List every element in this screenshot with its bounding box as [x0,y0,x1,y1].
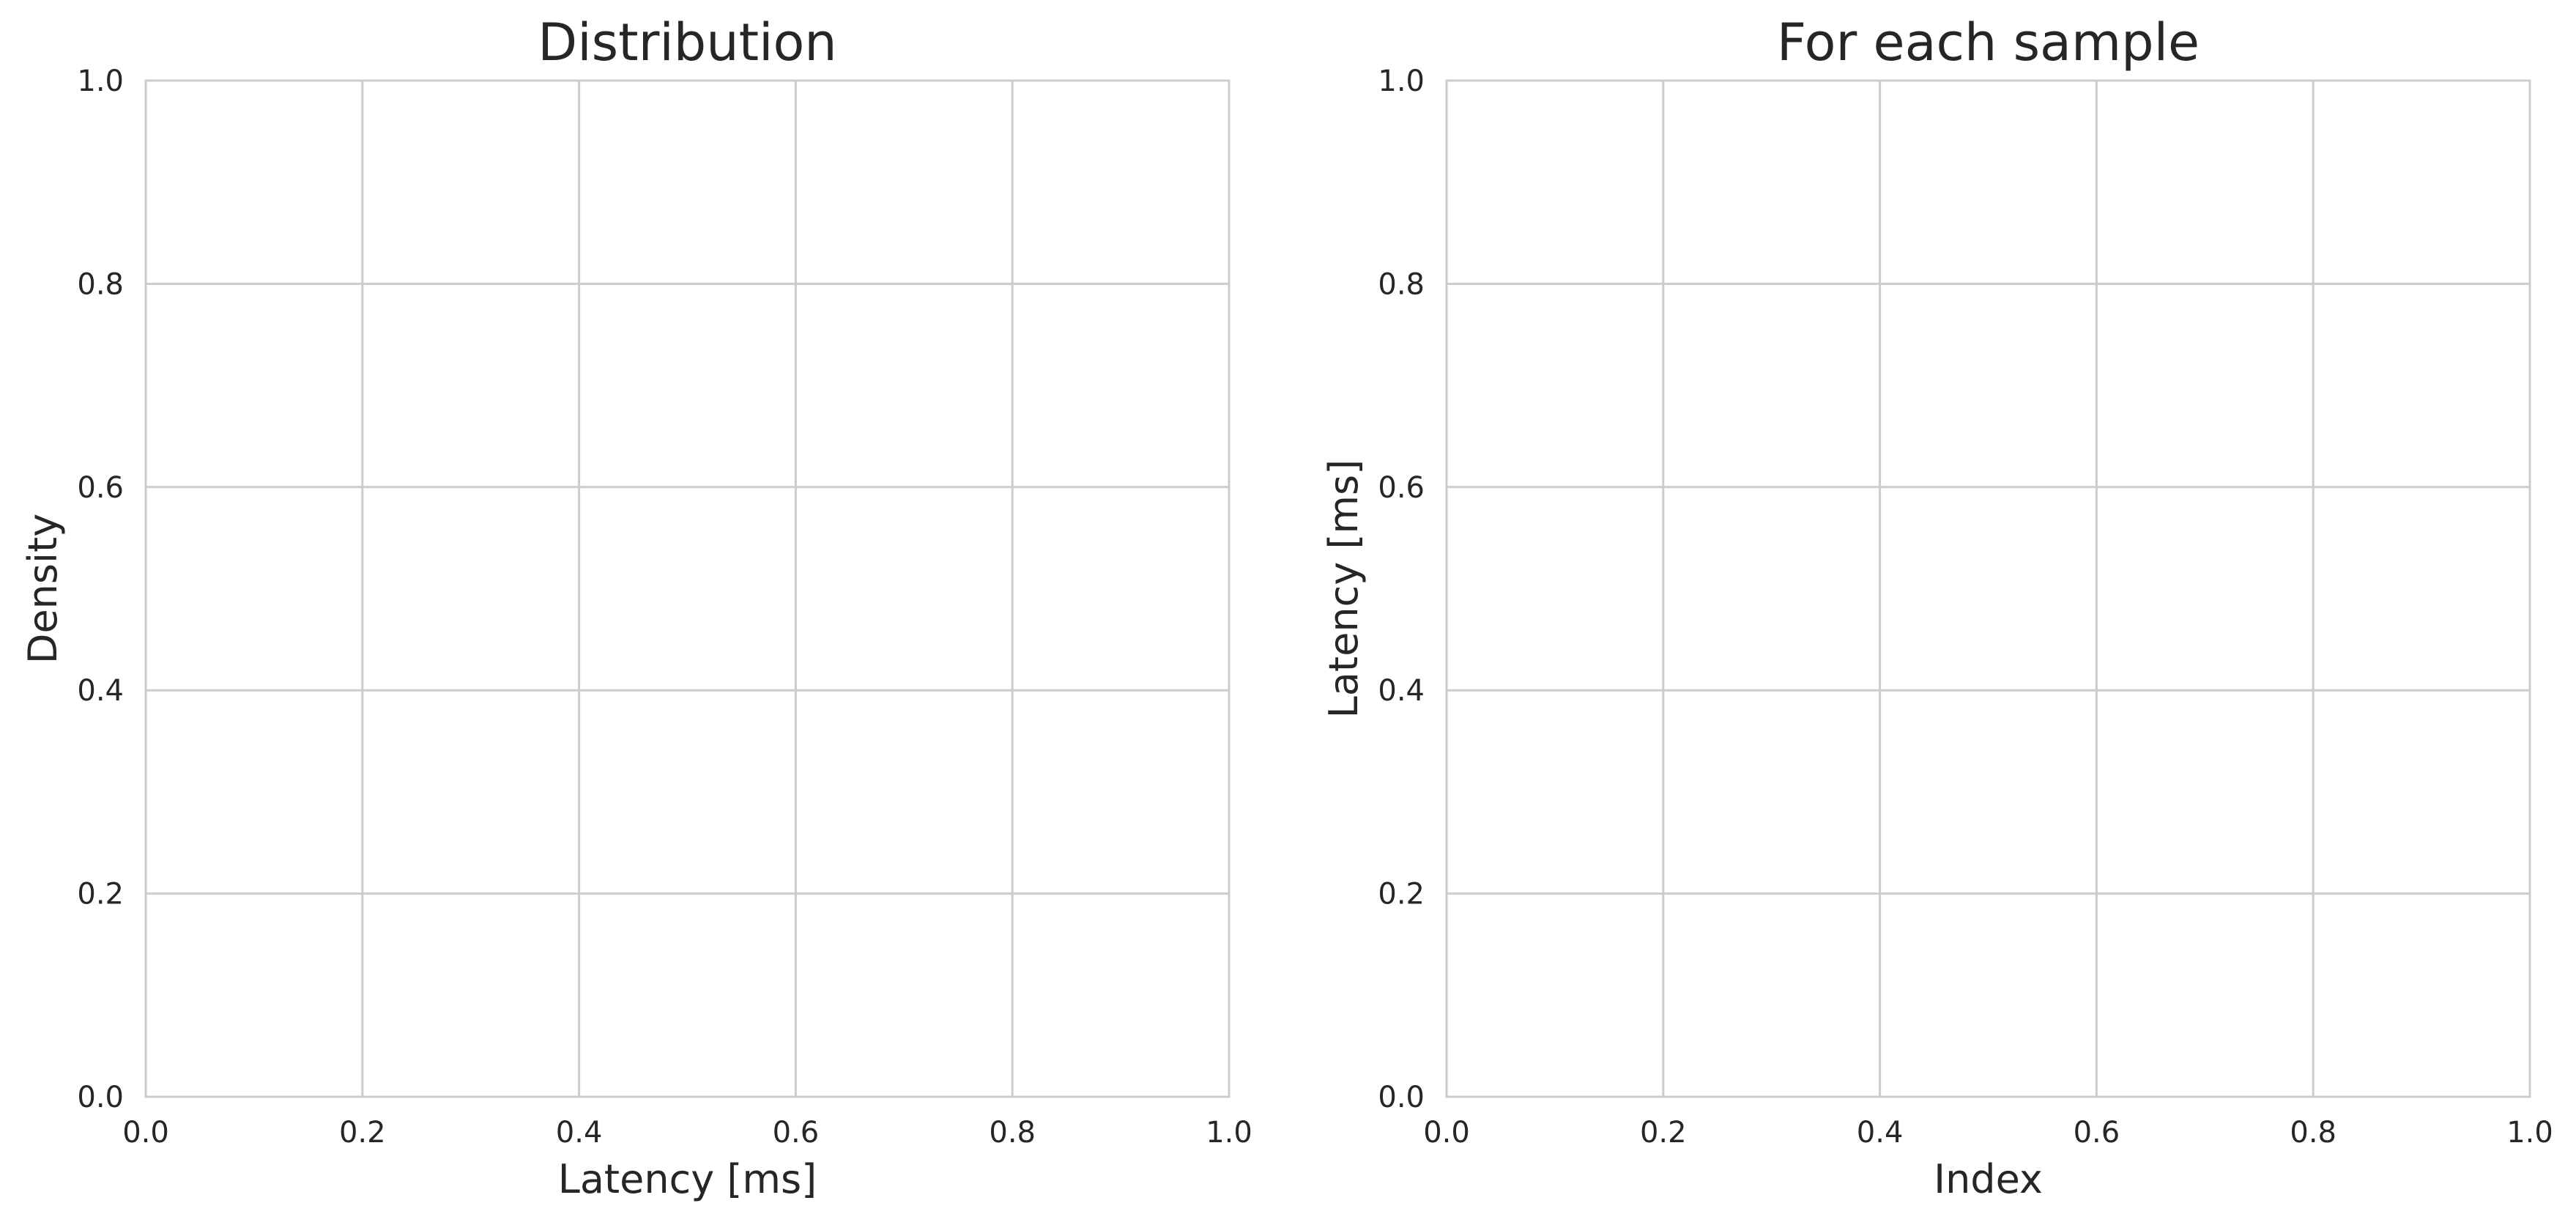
y-tick-label: 0.6 [1378,471,1425,505]
x-tick-label: 0.4 [556,1116,603,1150]
y-tick-label: 0.6 [77,471,124,505]
y-tick-label: 0.0 [77,1081,124,1114]
distribution-panel: 0.0 0.2 0.4 0.6 0.8 1.0 0.0 0.2 0.4 0.6 0.8 1.0 Dist… [20,12,1252,1202]
x-tick-label: 0.6 [773,1116,820,1150]
axes-frame [1445,79,2531,1098]
chart-title: For each sample [1777,12,2200,73]
y-tick-label: 0.8 [1378,267,1425,301]
x-tick-label: 0.0 [122,1116,169,1150]
y-tick-label: 0.8 [77,267,124,301]
x-tick-label: 1.0 [1206,1116,1252,1150]
y-tick-label: 0.2 [77,878,124,911]
x-tick-label: 0.4 [1857,1116,1904,1150]
x-axis-label: Index [1934,1156,2043,1202]
y-tick-label: 0.4 [1378,674,1425,708]
x-tick-label: 1.0 [2506,1116,2553,1150]
y-axis-label: Latency [ms] [1321,459,1367,718]
x-tick-label: 0.2 [1640,1116,1687,1150]
x-tick-label: 0.2 [339,1116,386,1150]
x-tick-label: 0.8 [989,1116,1036,1150]
x-axis-label: Latency [ms] [558,1156,817,1202]
chart-title: Distribution [538,12,836,73]
x-tick-label: 0.0 [1423,1116,1470,1150]
y-tick-label: 1.0 [1378,64,1425,98]
per-sample-panel: 0.0 0.2 0.4 0.6 0.8 1.0 0.0 0.2 0.4 0.6 0.8 1.0 For … [1321,12,2553,1202]
y-tick-label: 0.2 [1378,878,1425,911]
y-axis-label: Density [20,514,66,664]
axes-frame [144,79,1231,1098]
x-tick-label: 0.8 [2290,1116,2336,1150]
y-tick-label: 0.0 [1378,1081,1425,1114]
y-tick-label: 0.4 [77,674,124,708]
x-tick-label: 0.6 [2074,1116,2120,1150]
y-tick-label: 1.0 [77,64,124,98]
